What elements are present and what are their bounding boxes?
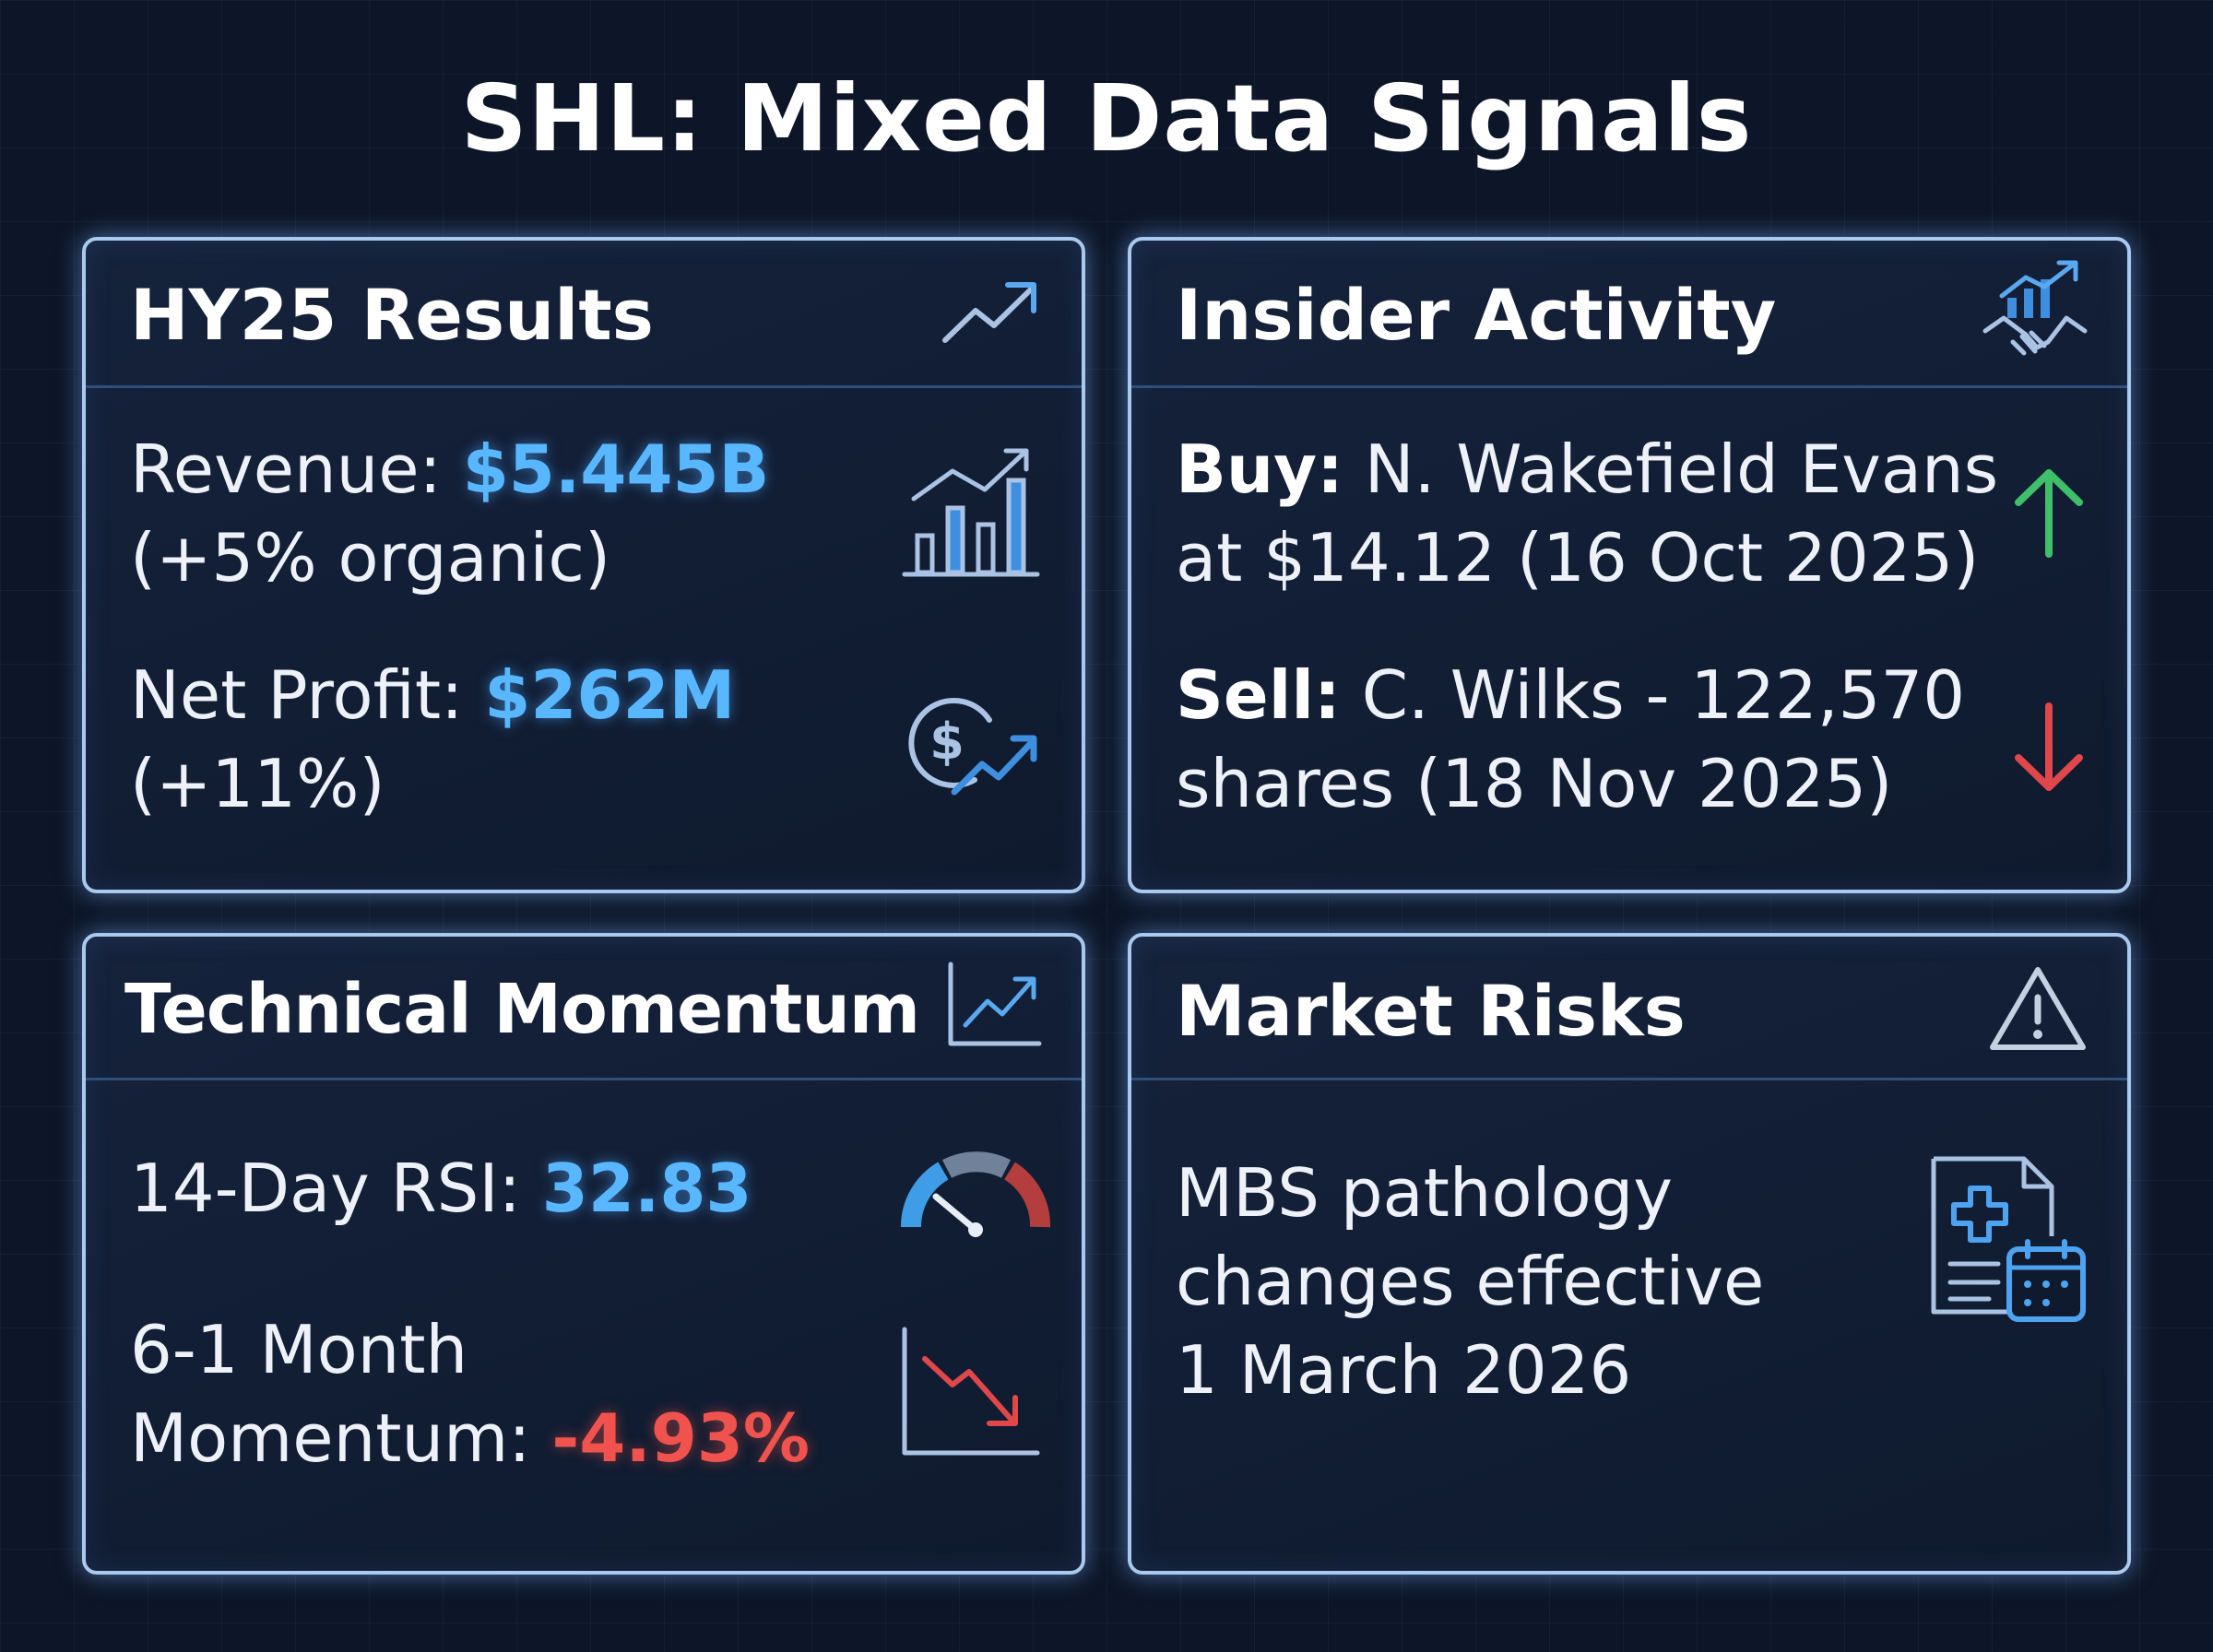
card-insider-activity: Insider Activity Buy: N. Wakefield Evans…: [1128, 237, 2131, 893]
sell-row: Sell: C. Wilks - 122,570 shares (18 Nov …: [1176, 651, 1965, 828]
rsi-label: 14-Day RSI:: [130, 1150, 542, 1227]
buy-text-line2: at $14.12 (16 Oct 2025): [1176, 519, 1980, 596]
momentum-label: Momentum:: [130, 1399, 552, 1477]
card-title: Technical Momentum: [124, 970, 920, 1049]
net-profit-row: Net Profit: $262M (+11%): [130, 651, 735, 828]
arrow-down-icon: [2015, 702, 2083, 791]
sell-text-line1: C. Wilks - 122,570: [1340, 656, 1966, 734]
card-market-risks: Market Risks MBS pathology changes effec…: [1128, 933, 2131, 1575]
card-header: HY25 Results: [86, 241, 1082, 388]
rsi-row: 14-Day RSI: 32.83: [130, 1144, 752, 1233]
momentum-row: 6-1 Month Momentum: -4.93%: [130, 1305, 810, 1482]
card-header: Insider Activity: [1131, 241, 2127, 388]
card-title: HY25 Results: [130, 274, 654, 356]
dollar-growth-icon: $: [908, 697, 1037, 796]
risk-line1: MBS pathology: [1176, 1154, 1673, 1232]
gauge-icon: [900, 1151, 1050, 1237]
profit-label: Net Profit:: [130, 656, 485, 734]
trend-up-icon: [942, 282, 1036, 343]
buy-row: Buy: N. Wakefield Evans at $14.12 (16 Oc…: [1176, 425, 1998, 602]
card-technical-momentum: Technical Momentum 14-Day RSI: 32.83 6-1…: [82, 933, 1085, 1575]
svg-text:$: $: [929, 713, 964, 771]
medical-document-calendar-icon: [1931, 1156, 2086, 1322]
card-header: Market Risks: [1131, 937, 2127, 1080]
profit-note: (+11%): [130, 745, 385, 822]
warning-icon: [1990, 967, 2086, 1050]
revenue-row: Revenue: $5.445B (+5% organic): [130, 425, 769, 602]
revenue-value: $5.445B: [462, 431, 770, 508]
risk-line2: changes effective: [1176, 1243, 1765, 1320]
buy-label: Buy:: [1176, 431, 1343, 508]
bar-chart-growth-icon: [902, 448, 1040, 577]
card-header: Technical Momentum: [86, 937, 1082, 1080]
revenue-label: Revenue:: [130, 431, 463, 508]
rsi-value: 32.83: [541, 1150, 752, 1227]
line-chart-down-icon: [902, 1327, 1040, 1456]
handshake-growth-icon: [1982, 260, 2088, 356]
risk-description: MBS pathology changes effective 1 March …: [1176, 1149, 1764, 1414]
revenue-note: (+5% organic): [130, 519, 611, 596]
card-title: Insider Activity: [1176, 274, 1777, 356]
sell-label: Sell:: [1176, 656, 1341, 734]
card-hy25-results: HY25 Results Revenue: $5.445B (+5% organ…: [82, 237, 1085, 893]
line-chart-up-icon: [948, 962, 1042, 1046]
risk-line3: 1 March 2026: [1176, 1331, 1632, 1409]
page-title: SHL: Mixed Data Signals: [460, 65, 1753, 172]
card-title: Market Risks: [1176, 970, 1686, 1052]
momentum-value: -4.93%: [551, 1399, 811, 1477]
buy-text-line1: N. Wakefield Evans: [1343, 431, 1999, 508]
profit-value: $262M: [484, 656, 736, 734]
momentum-line1: 6-1 Month: [130, 1311, 468, 1388]
arrow-up-icon: [2015, 469, 2083, 558]
sell-text-line2: shares (18 Nov 2025): [1176, 745, 1893, 822]
